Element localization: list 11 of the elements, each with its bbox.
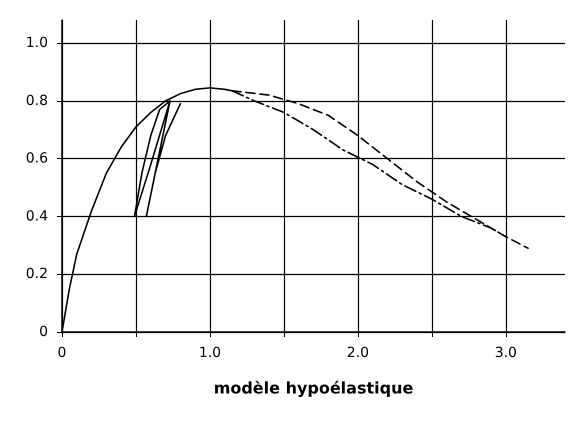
y-tick-label: 0.6	[26, 150, 48, 167]
x-axis-title: modèle hypoélastique	[214, 378, 414, 398]
y-tick-label: 0.4	[26, 208, 48, 224]
x-tick-label: 3.0	[494, 345, 517, 361]
x-tick-label: 2.0	[346, 345, 370, 361]
y-tick-label: 0.2	[26, 266, 48, 282]
y-tick-label: 0.8	[26, 92, 48, 109]
y-tick-label: 1.0	[26, 35, 48, 52]
y-tick-label: 0	[39, 324, 48, 340]
x-tick-label: 0	[58, 345, 66, 361]
x-tick-label: 1.0	[198, 345, 222, 361]
